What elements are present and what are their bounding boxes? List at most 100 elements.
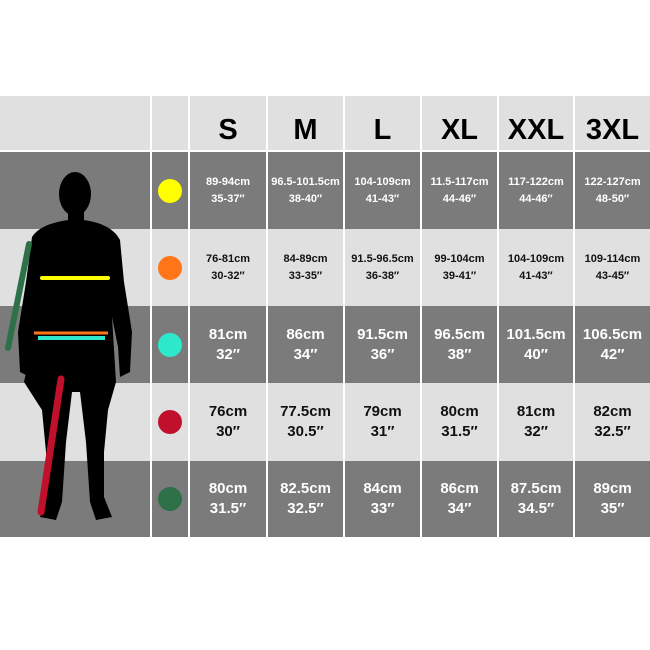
inch-value: 42″ [600, 345, 625, 363]
table-cell-chest-s: 89-94cm 35-37″ [190, 152, 266, 229]
cm-value: 96.5-101.5cm [271, 175, 340, 188]
table-cell-waist-xl: 99-104cm 39-41″ [422, 229, 497, 306]
cm-value: 91.5-96.5cm [351, 252, 414, 265]
inch-value: 30″ [216, 423, 240, 440]
cm-value: 117-122cm [508, 175, 564, 188]
cm-value: 76cm [208, 403, 248, 420]
inch-value: 35-37″ [211, 192, 245, 205]
table-cell-chest-xl: 11.5-117cm 44-46″ [422, 152, 497, 229]
cm-value: 122-127cm [584, 175, 641, 188]
cm-value: 104-109cm [354, 175, 411, 188]
inch-value: 36-38″ [365, 269, 400, 282]
measure-icon-cell [152, 306, 188, 383]
inch-value: 41-43″ [365, 192, 400, 205]
cm-value: 84-89cm [283, 252, 328, 265]
inch-value: 31.5″ [209, 500, 247, 517]
green-dot-icon [158, 487, 182, 511]
table-cell-inside-leg-l: 79cm 31″ [345, 383, 420, 461]
measure-icon-cell [152, 152, 188, 229]
table-cell-chest-3xl: 122-127cm 48-50″ [575, 152, 650, 229]
sleeve-measure-line [5, 241, 32, 351]
table-cell-inside-leg-xxl: 81cm 32″ [499, 383, 573, 461]
inch-value: 38-40″ [288, 192, 323, 205]
cm-value: 106.5cm [582, 325, 643, 343]
inch-value: 35″ [600, 500, 625, 517]
inside-leg-measure-line [37, 375, 65, 516]
table-cell-inside-leg-m: 77.5cm 30.5″ [268, 383, 343, 461]
table-cell-sleeve-s: 80cm 31.5″ [190, 461, 266, 537]
table-cell-inside-leg-3xl: 82cm 32.5″ [575, 383, 650, 461]
measure-icon-cell [152, 229, 188, 306]
size-header-l: L [345, 96, 420, 150]
inch-value: 40″ [524, 345, 548, 363]
table-cell-waist-s: 76-81cm 30-32″ [190, 229, 266, 306]
cm-value: 82.5cm [280, 480, 331, 497]
table-cell-sleeve-l: 84cm 33″ [345, 461, 420, 537]
cm-value: 89cm [593, 480, 632, 497]
inch-value: 44-46″ [519, 192, 553, 205]
cm-value: 81cm [208, 325, 248, 343]
silhouette-band [0, 383, 150, 461]
table-cell-hips-l: 91.5cm 36″ [345, 306, 420, 383]
table-cell-hips-xl: 96.5cm 38″ [422, 306, 497, 383]
cm-value: 81cm [516, 403, 556, 420]
inch-value: 48-50″ [595, 192, 630, 205]
inch-value: 33″ [370, 500, 395, 517]
cm-value: 89-94cm [205, 175, 251, 188]
inch-value: 30-32″ [211, 269, 245, 282]
inch-value: 32″ [524, 423, 548, 440]
inch-value: 33-35″ [288, 269, 323, 282]
table-cell-hips-m: 86cm 34″ [268, 306, 343, 383]
table-cell-chest-xxl: 117-122cm 44-46″ [499, 152, 573, 229]
table-cell-hips-s: 81cm 32″ [190, 306, 266, 383]
cm-value: 86cm [286, 325, 325, 343]
cm-value: 91.5cm [357, 325, 408, 343]
size-header-s: S [190, 96, 266, 150]
header-blank-icon-col [152, 96, 188, 150]
turquoise-dot-icon [158, 332, 182, 357]
cm-value: 84cm [363, 480, 402, 497]
table-cell-sleeve-3xl: 89cm 35″ [575, 461, 650, 537]
table-cell-sleeve-xl: 86cm 34″ [422, 461, 497, 537]
cm-value: 86cm [440, 480, 479, 497]
cm-value: 109-114cm [584, 252, 641, 265]
table-cell-inside-leg-xl: 80cm 31.5″ [422, 383, 497, 461]
size-header-m: M [268, 96, 343, 150]
size-header-3xl: 3XL [575, 96, 650, 150]
cm-value: 82cm [593, 403, 632, 420]
table-cell-waist-3xl: 109-114cm 43-45″ [575, 229, 650, 306]
inch-value: 30.5″ [287, 423, 324, 440]
inch-value: 32.5″ [594, 423, 631, 440]
table-cell-inside-leg-s: 76cm 30″ [190, 383, 266, 461]
size-header-xxl: XXL [499, 96, 573, 150]
red-dot-icon [158, 410, 182, 434]
inch-value: 36″ [370, 345, 395, 363]
cm-value: 80cm [440, 403, 479, 420]
human-figure-icon [18, 172, 132, 520]
yellow-dot-icon [158, 178, 182, 203]
cm-value: 96.5cm [434, 325, 485, 343]
table-cell-sleeve-xxl: 87.5cm 34.5″ [499, 461, 573, 537]
cm-value: 87.5cm [510, 480, 562, 497]
cm-value: 104-109cm [507, 252, 565, 265]
table-cell-hips-xxl: 101.5cm 40″ [499, 306, 573, 383]
cm-value: 11.5-117cm [430, 175, 489, 188]
cm-value: 76-81cm [205, 252, 251, 265]
inch-value: 34″ [293, 345, 318, 363]
cm-value: 99-104cm [434, 252, 485, 265]
cm-value: 80cm [208, 480, 248, 497]
cm-value: 79cm [363, 403, 402, 420]
inch-value: 34.5″ [517, 500, 555, 517]
table-cell-chest-l: 104-109cm 41-43″ [345, 152, 420, 229]
header-blank [0, 96, 150, 150]
inch-value: 43-45″ [595, 269, 630, 282]
table-cell-sleeve-m: 82.5cm 32.5″ [268, 461, 343, 537]
cm-value: 77.5cm [280, 403, 331, 420]
measure-icon-cell [152, 461, 188, 537]
inch-value: 32″ [216, 345, 240, 363]
table-cell-waist-xxl: 104-109cm 41-43″ [499, 229, 573, 306]
inch-value: 32.5″ [287, 500, 324, 517]
body-silhouette [5, 172, 132, 520]
inch-value: 31.5″ [441, 423, 478, 440]
table-cell-waist-l: 91.5-96.5cm 36-38″ [345, 229, 420, 306]
